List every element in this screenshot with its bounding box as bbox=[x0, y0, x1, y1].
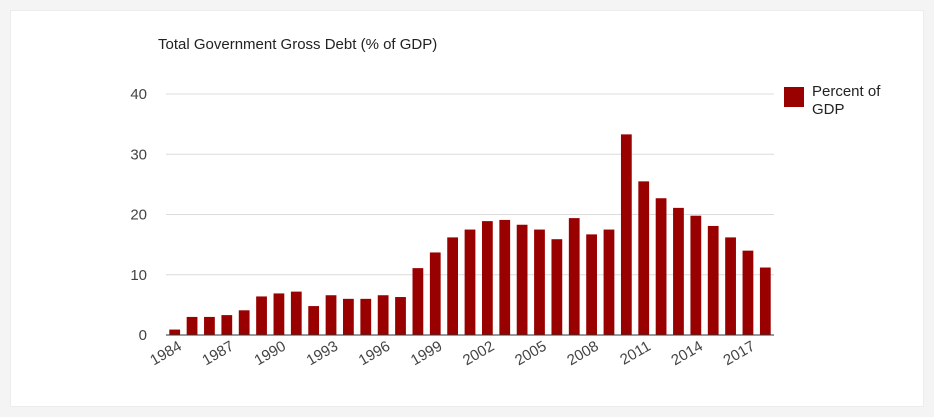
bar bbox=[447, 237, 459, 335]
bars bbox=[169, 134, 771, 335]
legend-label: Percent of GDP bbox=[812, 83, 881, 118]
bar bbox=[707, 225, 719, 335]
x-tick-label: 2017 bbox=[721, 338, 758, 369]
bar bbox=[429, 252, 441, 335]
bar bbox=[343, 298, 354, 335]
bar bbox=[551, 239, 563, 335]
bar bbox=[238, 310, 250, 335]
bar bbox=[360, 298, 372, 335]
x-tick-label: 1996 bbox=[356, 338, 393, 369]
x-tick-label: 1984 bbox=[147, 338, 184, 369]
bar bbox=[308, 306, 320, 335]
x-axis-ticks: 1984 1987 1990 1993 1996 1999 2002 2005 2008 2011… bbox=[147, 338, 758, 369]
y-tick-label: 30 bbox=[130, 146, 147, 163]
bar bbox=[725, 237, 736, 335]
bar bbox=[412, 268, 424, 335]
bar bbox=[325, 295, 337, 335]
bar bbox=[673, 207, 684, 335]
bar bbox=[759, 267, 771, 335]
bar bbox=[481, 221, 493, 335]
bar bbox=[690, 215, 702, 335]
y-tick-label: 0 bbox=[139, 327, 147, 344]
x-tick-label: 2002 bbox=[460, 338, 497, 369]
bar bbox=[256, 296, 267, 335]
bar bbox=[169, 329, 181, 335]
chart-card bbox=[10, 10, 924, 407]
bar bbox=[638, 181, 650, 335]
y-tick-label: 10 bbox=[130, 267, 147, 284]
x-tick-label: 1993 bbox=[304, 338, 341, 369]
x-tick-label: 2005 bbox=[512, 338, 549, 369]
x-tick-label: 2014 bbox=[668, 338, 705, 369]
x-tick-label: 2008 bbox=[564, 338, 601, 369]
bar bbox=[273, 293, 285, 335]
y-axis-ticks: 0 10 20 30 40 bbox=[130, 86, 147, 344]
bar bbox=[516, 224, 528, 335]
x-tick-label: 1999 bbox=[408, 338, 445, 369]
bar bbox=[464, 229, 476, 335]
y-tick-label: 40 bbox=[130, 86, 147, 103]
bar bbox=[204, 316, 215, 335]
bar bbox=[499, 219, 511, 335]
bar bbox=[221, 315, 233, 335]
bar bbox=[742, 250, 754, 335]
x-tick-label: 1987 bbox=[199, 338, 236, 369]
bar bbox=[377, 295, 389, 335]
bar bbox=[186, 316, 198, 335]
legend-swatch bbox=[784, 87, 804, 107]
bar bbox=[395, 297, 406, 335]
x-tick-label: 2011 bbox=[617, 338, 653, 369]
bar bbox=[620, 134, 632, 335]
bar bbox=[534, 229, 545, 335]
bar bbox=[586, 234, 597, 335]
bar bbox=[603, 229, 615, 335]
bar bbox=[568, 218, 580, 335]
x-tick-label: 1990 bbox=[252, 338, 289, 369]
bar bbox=[290, 291, 302, 335]
y-tick-label: 20 bbox=[130, 207, 147, 224]
bar bbox=[655, 198, 667, 335]
chart-title: Total Government Gross Debt (% of GDP) bbox=[158, 36, 438, 53]
